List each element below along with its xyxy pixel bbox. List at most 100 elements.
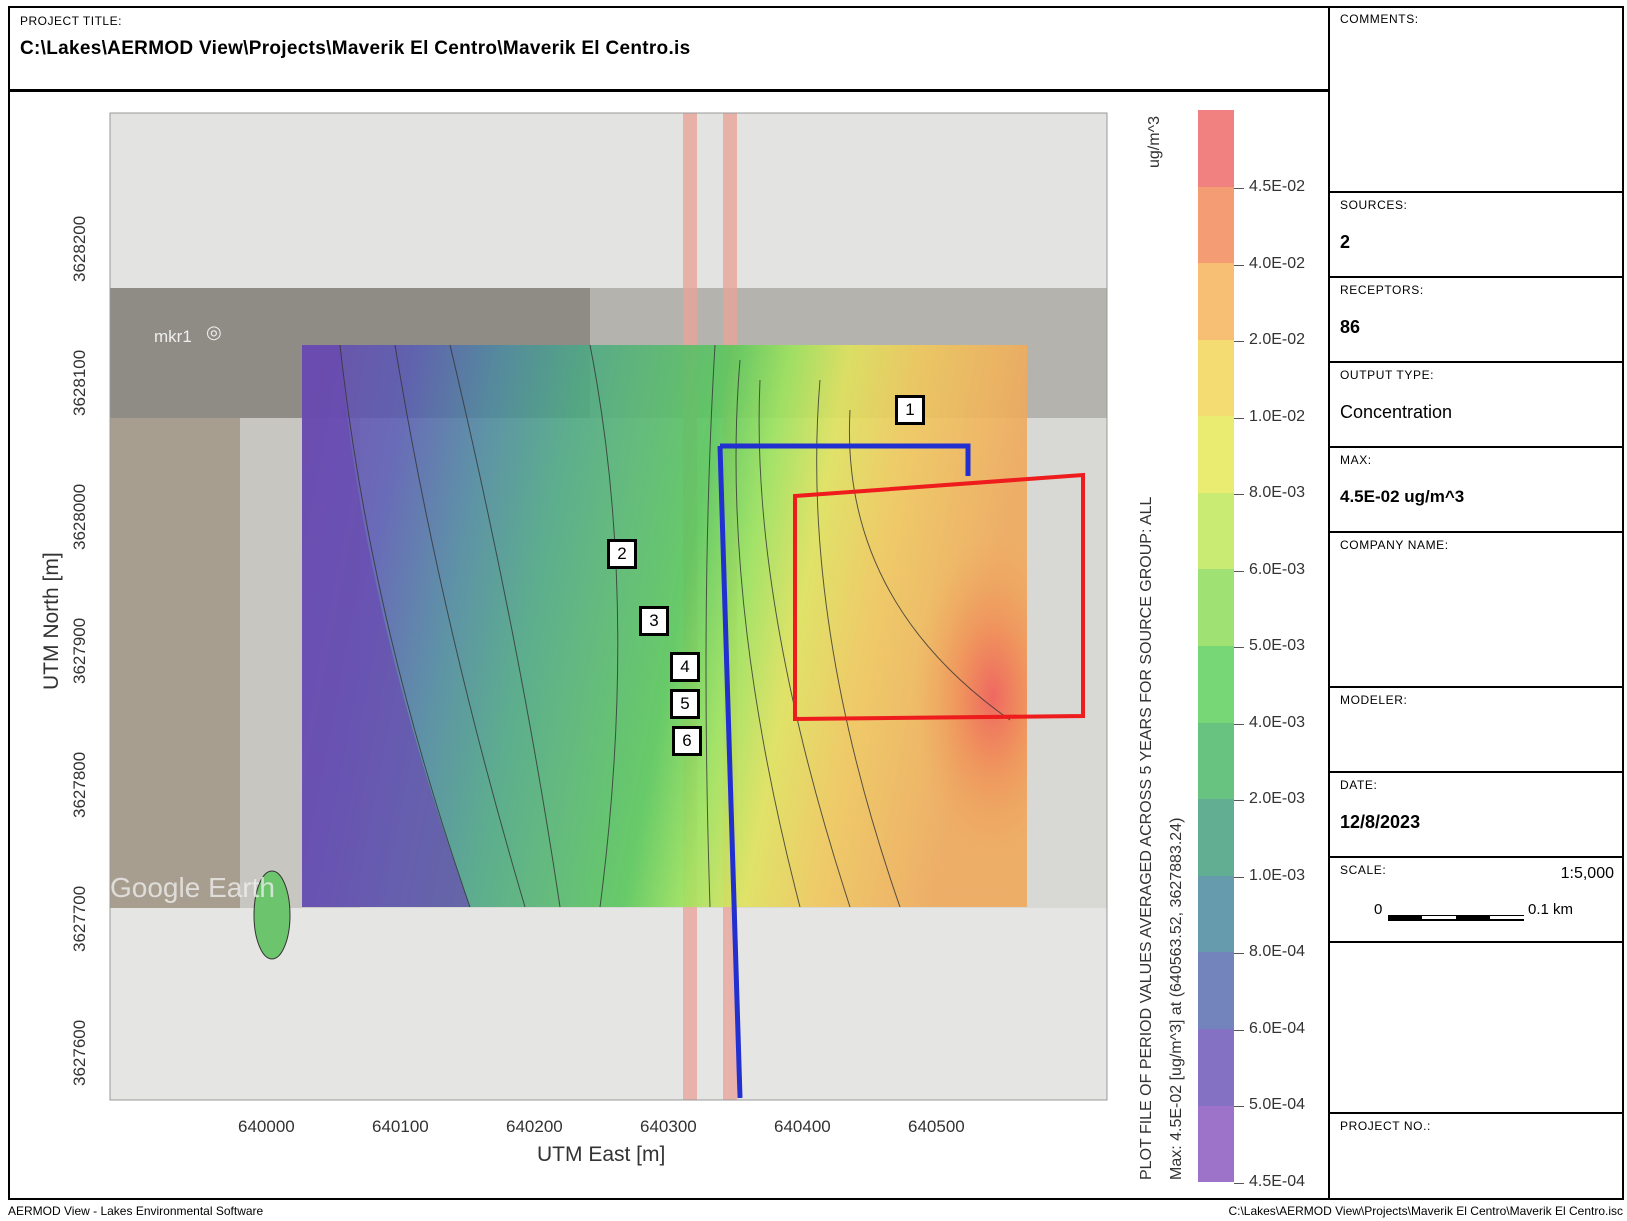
output-type-label: OUTPUT TYPE: — [1340, 368, 1435, 382]
output-type-value: Concentration — [1340, 402, 1453, 422]
colorbar-tick — [1234, 1106, 1244, 1107]
colorbar-swatch — [1198, 722, 1234, 800]
line-source — [717, 445, 743, 1099]
contour-lines — [339, 344, 1011, 908]
marker-label: mkr1 — [154, 327, 192, 346]
footer-right: C:\Lakes\AERMOD View\Projects\Maverik El… — [1228, 1204, 1623, 1218]
colorbar-tick — [1234, 1182, 1244, 1184]
colorbar-tick-label: 2.0E-02 — [1249, 331, 1306, 348]
blank-panel — [1328, 942, 1624, 1114]
colorbar-tick — [1234, 264, 1244, 266]
receptor-marker-4[interactable]: 4 — [670, 652, 700, 682]
colorbar-tick-label: 4.5E-04 — [1249, 1172, 1306, 1190]
colorbar-tick-label: 1.0E-03 — [1249, 866, 1306, 884]
colorbar-tick-label: 4.0E-02 — [1249, 254, 1306, 272]
y-tick-label: 3627600 — [70, 1019, 89, 1086]
scalebar-start: 0 — [1374, 901, 1383, 918]
colorbar — [1198, 110, 1234, 1183]
receptor-marker-6[interactable]: 6 — [672, 726, 702, 756]
receptors-value: 86 — [1340, 317, 1361, 337]
receptor-marker-5[interactable]: 5 — [670, 689, 700, 719]
receptor-marker-1[interactable]: 1 — [895, 395, 925, 425]
date-panel: DATE: 12/8/2023 — [1328, 772, 1624, 858]
contour-map — [109, 112, 1108, 1101]
modeler-panel: MODELER: — [1328, 687, 1624, 773]
project-title-block: PROJECT TITLE: C:\Lakes\AERMOD View\Proj… — [8, 6, 1330, 92]
scale-value: 1:5,000 — [1560, 865, 1614, 882]
project-title-value: C:\Lakes\AERMOD View\Projects\Maverik El… — [20, 38, 691, 59]
receptors-label: RECEPTORS: — [1340, 283, 1424, 297]
sources-value: 2 — [1340, 232, 1351, 252]
colorbar-tick — [1234, 341, 1244, 342]
colorbar-tick — [1234, 876, 1244, 878]
colorbar-tick-label: 4.5E-02 — [1249, 178, 1306, 195]
colorbar-tick — [1234, 953, 1244, 954]
colorbar-swatch — [1198, 799, 1234, 876]
footer-left: AERMOD View - Lakes Environmental Softwa… — [8, 1204, 264, 1218]
y-tick-label: 3627900 — [70, 617, 89, 684]
x-tick-label: 640000 — [238, 1117, 295, 1136]
receptor-marker-3[interactable]: 3 — [639, 606, 669, 636]
y-tick-label: 3627800 — [70, 751, 89, 818]
scale-label: SCALE: — [1340, 863, 1387, 877]
y-tick-label: 3628100 — [70, 349, 89, 416]
colorbar-swatch — [1198, 875, 1234, 953]
date-label: DATE: — [1340, 778, 1378, 792]
output-type-panel: OUTPUT TYPE: Concentration — [1328, 362, 1624, 448]
colorbar-swatch — [1198, 1105, 1234, 1183]
y-tick-label: 3628200 — [70, 215, 89, 282]
colorbar-tick-label: 5.0E-03 — [1249, 637, 1306, 654]
comments-panel: COMMENTS: — [1328, 6, 1624, 193]
farm-field — [110, 418, 240, 908]
x-tick-label: 640100 — [372, 1117, 429, 1136]
scalebar — [1388, 915, 1524, 921]
colorbar-tick-label: 8.0E-04 — [1249, 943, 1306, 960]
x-tick-label: 640500 — [908, 1117, 965, 1136]
colorbar-tick — [1234, 647, 1244, 648]
x-tick-label: 640300 — [640, 1117, 697, 1136]
colorbar-tick — [1234, 800, 1244, 801]
sources-panel: SOURCES: 2 — [1328, 192, 1624, 278]
x-tick-label: 640200 — [506, 1117, 563, 1136]
company-panel: COMPANY NAME: — [1328, 532, 1624, 688]
max-label: MAX: — [1340, 453, 1372, 467]
receptor-marker-2[interactable]: 2 — [607, 539, 637, 569]
google-earth-watermark: Google Earth — [110, 872, 275, 903]
colorbar-tick-label: 1.0E-02 — [1249, 407, 1306, 425]
pond-area — [253, 870, 291, 960]
colorbar-tick-label: 6.0E-03 — [1249, 560, 1306, 578]
modeler-label: MODELER: — [1340, 693, 1408, 707]
colorbar-swatch — [1198, 186, 1234, 264]
project-no-label: PROJECT NO.: — [1340, 1119, 1431, 1133]
colorbar-tick-label: 4.0E-03 — [1249, 713, 1306, 731]
colorbar-tick — [1234, 417, 1244, 419]
colorbar-swatch — [1198, 952, 1234, 1029]
project-no-panel: PROJECT NO.: — [1328, 1113, 1624, 1200]
max-value: 4.5E-02 ug/m^3 — [1340, 487, 1465, 506]
sources-label: SOURCES: — [1340, 198, 1408, 212]
colorbar-tick-label: 2.0E-03 — [1249, 790, 1306, 807]
colorbar-tick — [1234, 570, 1244, 572]
date-value: 12/8/2023 — [1340, 812, 1421, 832]
company-label: COMPANY NAME: — [1340, 538, 1449, 552]
colorbar-tick — [1234, 1029, 1244, 1031]
plot-caption: PLOT FILE OF PERIOD VALUES AVERAGED ACRO… — [1138, 496, 1155, 1180]
y-tick-label: 3627700 — [70, 885, 89, 952]
colorbar-swatch — [1198, 1028, 1234, 1106]
colorbar-unit: ug/m^3 — [1146, 116, 1163, 168]
colorbar-swatch — [1198, 416, 1234, 493]
colorbar-tick — [1234, 494, 1244, 495]
scalebar-end: 0.1 km — [1528, 901, 1574, 918]
scale-panel: SCALE: 1:5,000 0 0.1 km — [1328, 857, 1624, 943]
colorbar-tick — [1234, 723, 1244, 725]
max-caption: Max: 4.5E-02 [ug/m^3] at (640563.52, 362… — [1168, 817, 1185, 1180]
max-panel: MAX: 4.5E-02 ug/m^3 — [1328, 447, 1624, 533]
colorbar-tick-label: 8.0E-03 — [1249, 484, 1306, 501]
colorbar-swatch — [1198, 263, 1234, 340]
colorbar-swatch — [1198, 339, 1234, 417]
comments-label: COMMENTS: — [1340, 12, 1419, 26]
colorbar-swatch — [1198, 646, 1234, 723]
x-tick-label: 640400 — [774, 1117, 831, 1136]
x-axis-label: UTM East [m] — [537, 1143, 666, 1166]
colorbar-swatch — [1198, 569, 1234, 647]
